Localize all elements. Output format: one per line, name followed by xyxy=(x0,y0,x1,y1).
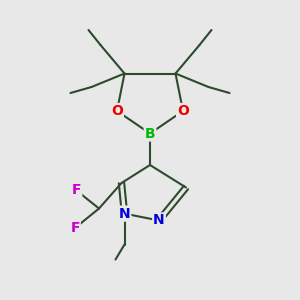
Text: F: F xyxy=(72,184,81,197)
Text: N: N xyxy=(153,214,165,227)
Text: F: F xyxy=(70,221,80,235)
Text: B: B xyxy=(145,127,155,140)
Text: O: O xyxy=(177,104,189,118)
Text: O: O xyxy=(111,104,123,118)
Text: N: N xyxy=(119,207,130,220)
